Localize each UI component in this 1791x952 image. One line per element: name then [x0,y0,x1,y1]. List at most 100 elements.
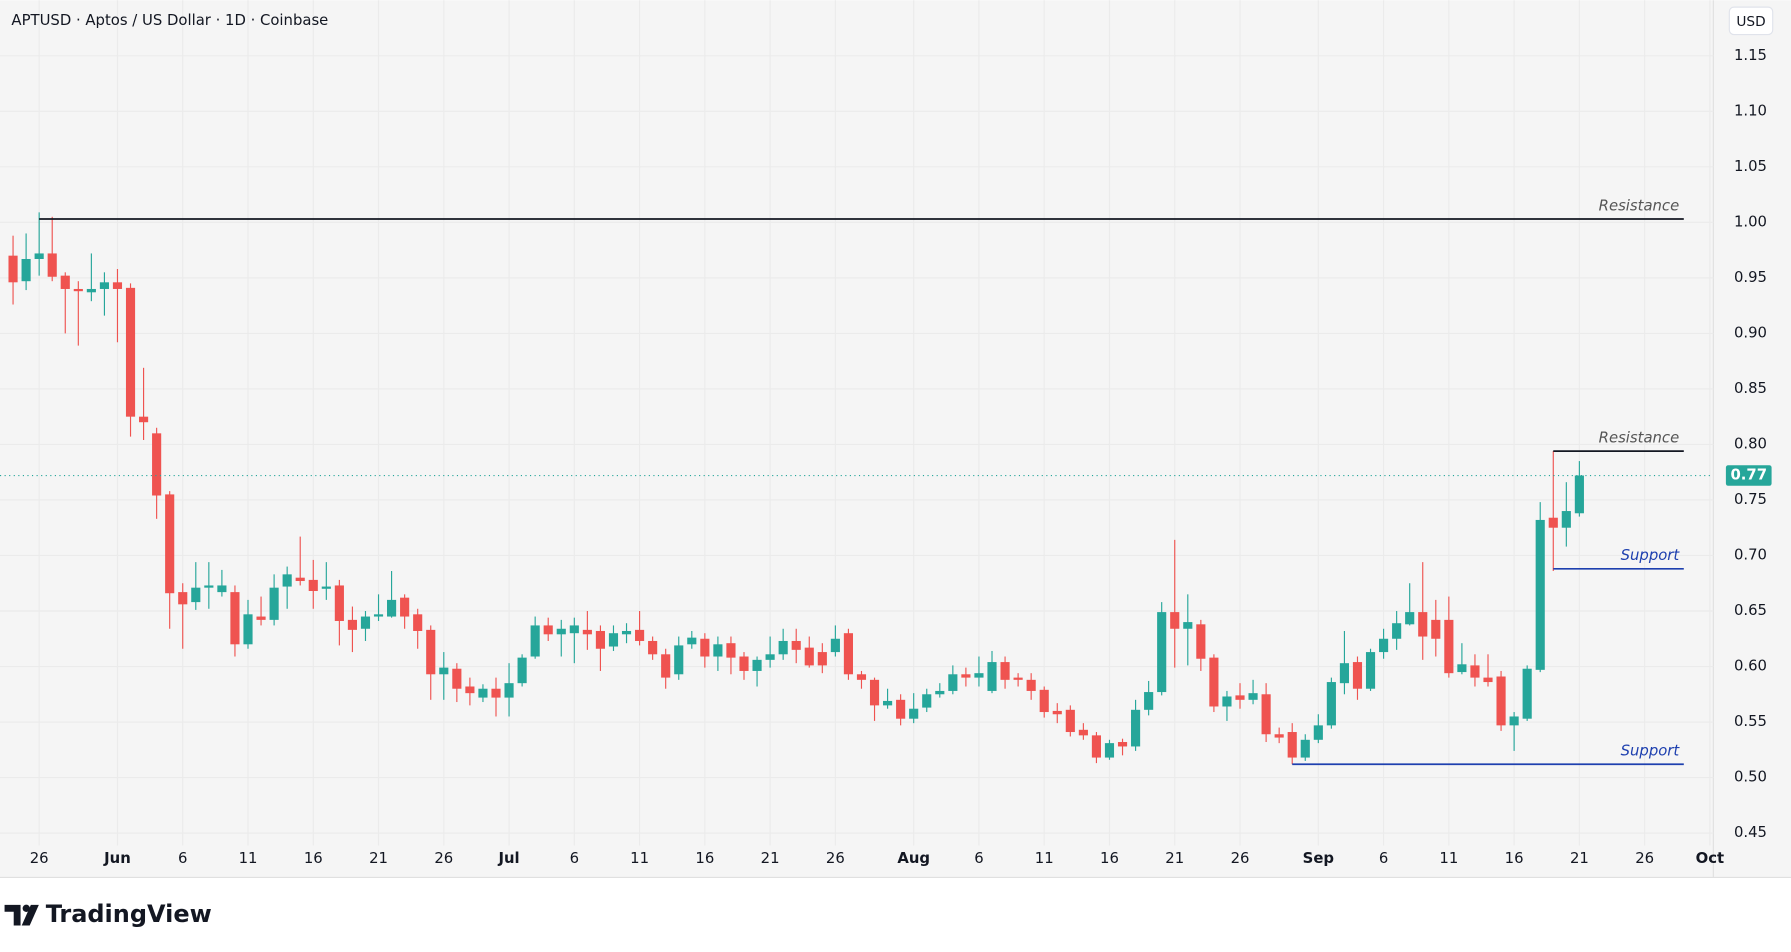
y-tick-label: 0.50 [1734,769,1767,786]
level-label: Support [1621,547,1681,564]
candle-body [1170,612,1180,629]
candle-body [139,416,149,423]
candle-body [413,614,423,631]
candle-body [817,652,827,666]
candle-body [295,577,305,582]
x-tick-label: Sep [1303,850,1334,867]
y-tick-label: 0.95 [1734,269,1767,286]
candle-body [243,614,253,645]
candle-body [713,644,723,657]
candles [8,212,1584,765]
x-tick-label: 11 [1439,850,1458,867]
y-tick-label: 1.10 [1734,102,1767,119]
candle-body [191,587,201,603]
candle-body [569,625,579,634]
candle-body [687,637,697,645]
candle-body [752,659,762,671]
x-tick-label: 26 [1635,850,1654,867]
x-tick-label: 6 [570,850,579,867]
candle-body [426,629,436,675]
currency-button[interactable] [1728,6,1774,36]
candle-body [1300,739,1310,758]
x-tick-label: 11 [630,850,649,867]
level-label: Support [1621,743,1681,760]
candle-body [621,630,632,635]
candle-body [608,633,619,647]
candle-body [1431,619,1441,639]
x-tick-label: 16 [1505,850,1524,867]
x-tick-label: 26 [826,850,845,867]
candle-body [1065,709,1075,733]
x-tick-label: Jul [497,850,519,867]
y-tick-label: 0.65 [1734,602,1767,619]
candle-body [1117,742,1128,747]
candle-body [400,597,410,617]
x-tick-label: 21 [1570,850,1589,867]
currency-label[interactable]: USD [1736,14,1765,30]
candle-body [1352,662,1363,689]
candle-body [661,654,671,678]
candle-body [1274,734,1284,738]
x-tick-label: 6 [1379,850,1388,867]
candle-body [1222,696,1232,707]
candle-body [360,616,371,629]
candle-body [1509,716,1519,726]
candle-body [321,586,331,589]
x-tick-label: 16 [695,850,714,867]
candle-body [948,674,958,691]
candle-body [700,638,710,657]
candle-body [974,673,984,678]
candle-body [1392,623,1402,639]
candle-body [1209,657,1219,707]
candle-body [830,638,840,653]
candle-body [1157,612,1167,693]
candle-body [1000,662,1010,680]
candle-body [1287,732,1297,758]
x-tick-label: Jun [103,850,131,867]
x-tick-label: 6 [974,850,983,867]
candle-body [517,657,527,684]
candle-body [843,633,853,675]
candle-body [856,674,867,680]
overlay: Resistance Resistance Support Support 0.77 [0,197,1772,766]
y-tick-label: 0.45 [1734,824,1767,841]
logo-part [4,904,21,926]
candle-body [987,662,997,691]
candle-body [648,640,658,655]
y-tick-label: 0.60 [1734,658,1767,675]
x-tick-label: Oct [1696,850,1724,867]
brand-name: TradingView [46,900,212,928]
candle-body [152,433,162,496]
candle-body [308,579,318,592]
candle-body [1039,689,1049,713]
candle-body [1013,677,1023,680]
candle-body [1457,664,1467,673]
candle-body [230,592,240,645]
candle-body [1183,622,1193,629]
candle-body [1144,692,1154,710]
x-tick-label: 26 [434,850,453,867]
candle-body [1196,624,1206,659]
x-tick-label: 11 [1035,850,1054,867]
x-tick-label: 26 [30,850,49,867]
candle-body [1248,693,1258,700]
y-tick-label: 0.55 [1734,713,1767,730]
logo-part [21,904,39,926]
candle-body [217,585,227,593]
candle-body [778,640,788,655]
candle-body [1522,668,1532,719]
candle-body [726,643,736,658]
candle-body [883,700,893,706]
candle-body [1104,743,1115,758]
candle-body [1339,663,1349,684]
x-tick-label: 26 [1231,850,1250,867]
candle-body [1235,695,1245,700]
x-tick-label: 21 [1165,850,1184,867]
candle-body [922,694,932,708]
y-tick-label: 0.75 [1734,491,1767,508]
candle-body [439,667,449,675]
candle-body [674,645,684,675]
candle-body [1496,676,1506,726]
candle-body [896,699,906,719]
